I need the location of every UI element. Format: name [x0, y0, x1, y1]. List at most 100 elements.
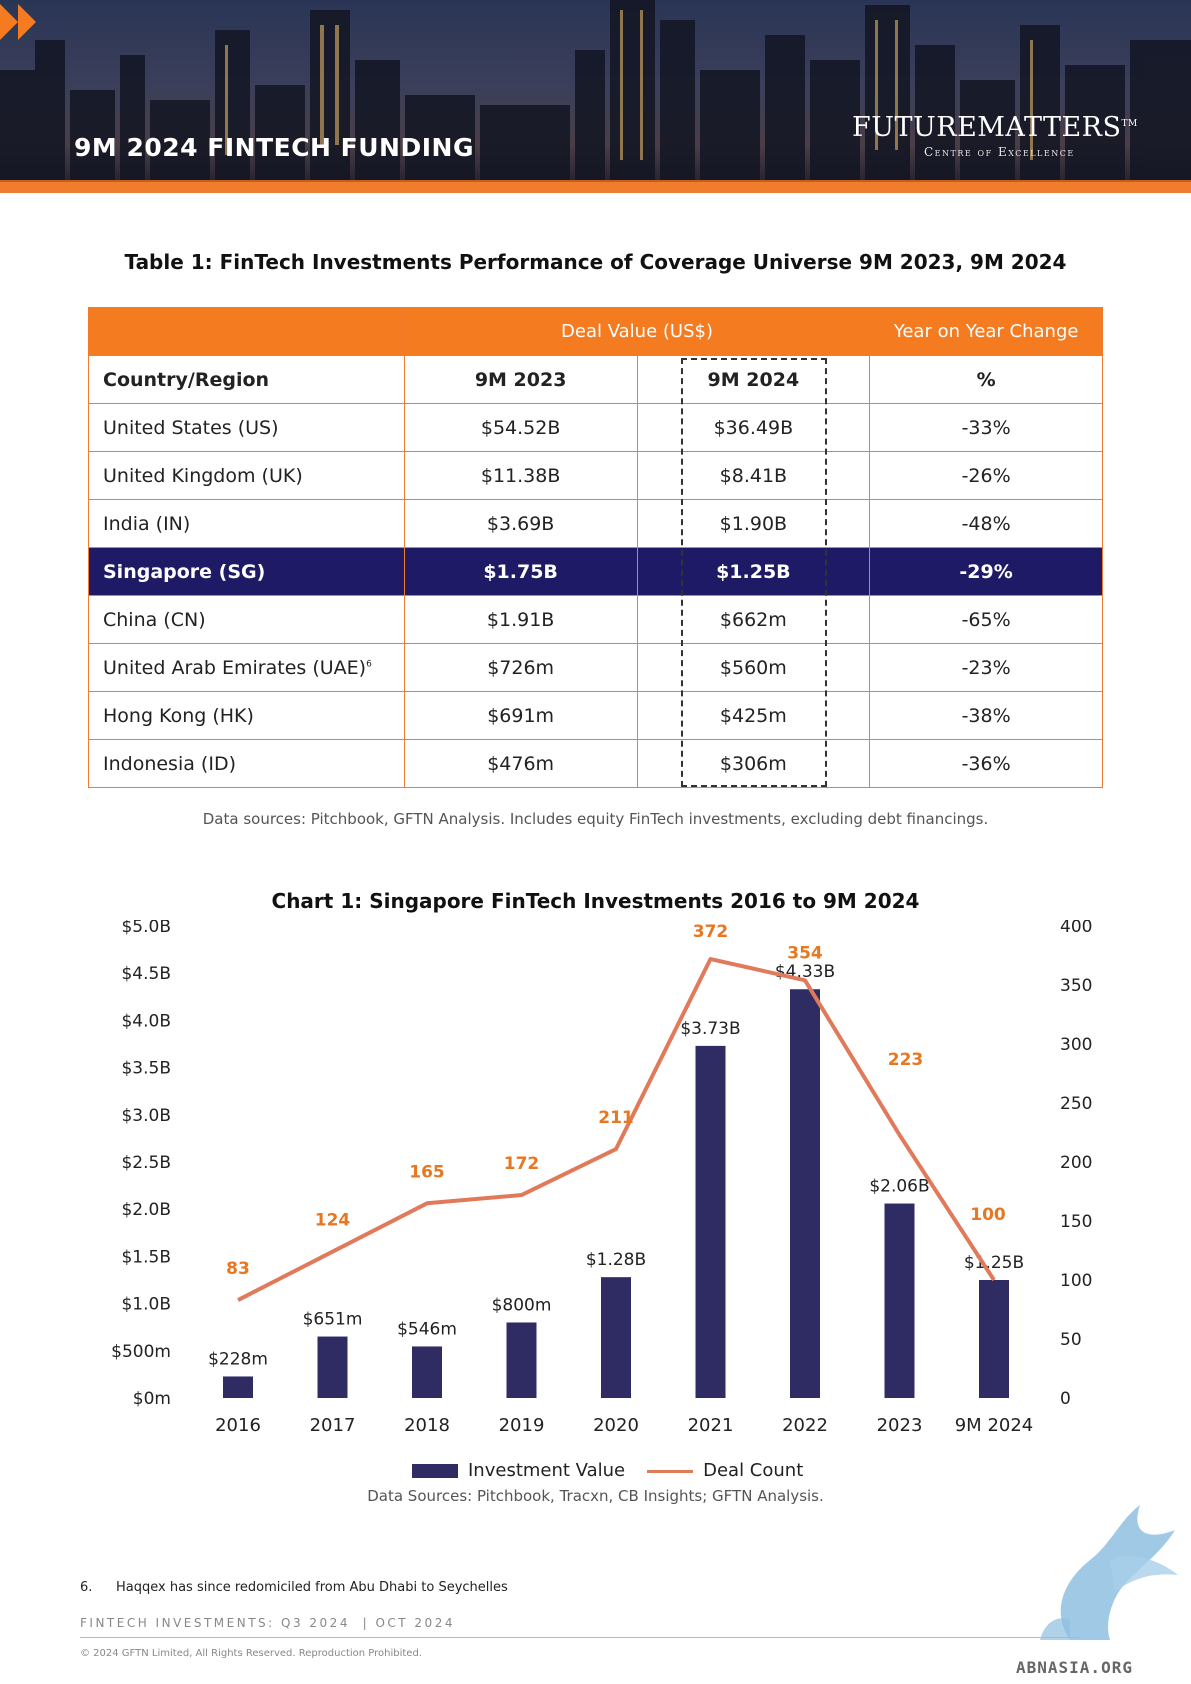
- col-pct: %: [869, 355, 1103, 404]
- x-tick-label: 2022: [782, 1415, 828, 1436]
- table-row: United Kingdom (UK) $11.38B $8.41B -26%: [88, 451, 1103, 500]
- y-right-tick-label: 150: [1060, 1212, 1092, 1232]
- deal-count-label: 372: [693, 922, 729, 942]
- bar-value-label: $228m: [208, 1349, 268, 1369]
- y-left-tick-label: $5.0B: [121, 920, 171, 937]
- table-row: China (CN) $1.91B $662m -65%: [88, 595, 1103, 644]
- y-right-tick-label: 300: [1060, 1035, 1092, 1055]
- x-tick-label: 2019: [499, 1415, 545, 1436]
- x-tick-label: 2020: [593, 1415, 639, 1436]
- y-right-tick-label: 200: [1060, 1153, 1092, 1173]
- deal-count-label: 165: [409, 1162, 445, 1182]
- banner-stripe: [0, 182, 1191, 193]
- footer-date: OCT 2024: [375, 1616, 455, 1630]
- y-right-tick-label: 100: [1060, 1271, 1092, 1291]
- cell-change: -29%: [869, 547, 1103, 596]
- table-row-highlighted: Singapore (SG) $1.75B $1.25B -29%: [88, 547, 1103, 596]
- legend-bar-swatch: [412, 1464, 458, 1478]
- footnote: 6. Haqqex has since redomiciled from Abu …: [80, 1580, 508, 1595]
- deal-count-label: 354: [787, 943, 823, 963]
- x-tick-label: 2021: [688, 1415, 734, 1436]
- deal-count-label: 124: [315, 1211, 351, 1231]
- y-left-tick-label: $1.5B: [121, 1247, 171, 1267]
- table-title: Table 1: FinTech Investments Performance…: [124, 250, 1067, 274]
- table-source: Data sources: Pitchbook, GFTN Analysis. …: [202, 810, 989, 828]
- bar-value-label: $1.28B: [586, 1250, 646, 1270]
- cell-9m2023: $1.75B: [403, 547, 638, 596]
- investment-bar: [317, 1336, 348, 1398]
- cell-change: -26%: [869, 451, 1103, 500]
- y-left-tick-label: $4.5B: [121, 964, 171, 984]
- cell-change: -48%: [869, 499, 1103, 548]
- investment-bar: [695, 1045, 726, 1398]
- y-left-tick-label: $0m: [133, 1389, 171, 1409]
- y-right-tick-label: 400: [1060, 920, 1092, 937]
- footnote-text: Haqqex has since redomiciled from Abu Dh…: [116, 1580, 508, 1595]
- y-left-tick-label: $3.0B: [121, 1106, 171, 1126]
- brand-subtitle: Centre of Excellence: [924, 145, 1075, 159]
- header-yoy: Year on Year Change: [869, 307, 1103, 356]
- x-tick-label: 2016: [215, 1415, 261, 1436]
- y-right-tick-label: 250: [1060, 1094, 1092, 1114]
- cell-change: -36%: [869, 739, 1103, 788]
- cell-region: United Kingdom (UK): [88, 451, 405, 500]
- y-left-tick-label: $3.5B: [121, 1059, 171, 1079]
- cell-9m2024: $8.41B: [636, 451, 871, 500]
- x-tick-label: 2023: [877, 1415, 923, 1436]
- bar-value-label: $651m: [303, 1310, 363, 1330]
- footnote-ref: 6: [366, 659, 372, 670]
- investments-table: Deal Value (US$) Year on Year Change Cou…: [88, 307, 1103, 788]
- brand-name: FUTUREMATTERSTM: [852, 112, 1138, 143]
- y-right-tick-label: 0: [1060, 1389, 1071, 1409]
- investment-bar: [223, 1376, 253, 1398]
- chart-legend: Investment Value Deal Count: [412, 1460, 803, 1481]
- footer-divider: [80, 1637, 1080, 1638]
- deal-count-label: 211: [598, 1108, 634, 1128]
- cell-9m2024: $560m: [636, 643, 871, 692]
- y-right-tick-label: 350: [1060, 976, 1092, 996]
- cell-region: United States (US): [88, 403, 405, 452]
- footer-meta: FINTECH INVESTMENTS: Q3 2024 | OCT 2024: [80, 1616, 455, 1630]
- copyright: © 2024 GFTN Limited, All Rights Reserved…: [80, 1648, 422, 1659]
- header-deal-value: Deal Value (US$): [403, 307, 871, 356]
- cell-change: -33%: [869, 403, 1103, 452]
- deal-count-label: 83: [226, 1259, 250, 1279]
- investment-bar: [412, 1346, 442, 1398]
- y-left-tick-label: $4.0B: [121, 1011, 171, 1031]
- dragon-watermark-icon: [1040, 1505, 1178, 1640]
- cell-change: -23%: [869, 643, 1103, 692]
- investment-bar: [790, 989, 820, 1398]
- deal-count-line: [237, 957, 996, 1302]
- cell-change: -65%: [869, 595, 1103, 644]
- chart-source: Data Sources: Pitchbook, Tracxn, CB Insi…: [367, 1487, 824, 1505]
- cell-9m2024: $1.25B: [636, 547, 871, 596]
- table-column-header: Country/Region 9M 2023 9M 2024 %: [88, 355, 1103, 404]
- table-row: United Arab Emirates (UAE)6 $726m $560m …: [88, 643, 1103, 692]
- x-tick-label: 2018: [404, 1415, 450, 1436]
- cell-9m2023: $726m: [403, 643, 638, 692]
- cell-change: -38%: [869, 691, 1103, 740]
- cell-9m2024: $425m: [636, 691, 871, 740]
- footer-report-name: FINTECH INVESTMENTS: Q3 2024: [80, 1616, 350, 1630]
- cell-9m2023: $476m: [403, 739, 638, 788]
- skyline-illustration: [0, 0, 1191, 180]
- cell-region: United Arab Emirates (UAE)6: [88, 643, 405, 692]
- bar-value-label: $800m: [492, 1295, 552, 1315]
- y-left-tick-label: $2.5B: [121, 1153, 171, 1173]
- deal-count-label: 100: [970, 1205, 1006, 1225]
- investment-bar: [979, 1280, 1009, 1398]
- cell-region: Singapore (SG): [88, 547, 405, 596]
- investment-bar: [601, 1277, 631, 1398]
- cell-region: Hong Kong (HK): [88, 691, 405, 740]
- table-row: India (IN) $3.69B $1.90B -48%: [88, 499, 1103, 548]
- bar-value-label: $3.73B: [680, 1019, 740, 1039]
- cell-9m2023: $3.69B: [403, 499, 638, 548]
- cell-9m2023: $691m: [403, 691, 638, 740]
- y-right-tick-label: 50: [1060, 1330, 1082, 1350]
- bar-value-label: $546m: [397, 1319, 457, 1339]
- footnote-number: 6.: [80, 1580, 93, 1595]
- investment-bar: [884, 1203, 915, 1398]
- x-tick-label: 2017: [310, 1415, 356, 1436]
- x-tick-label: 9M 2024: [955, 1415, 1034, 1436]
- investment-bar: [506, 1322, 537, 1398]
